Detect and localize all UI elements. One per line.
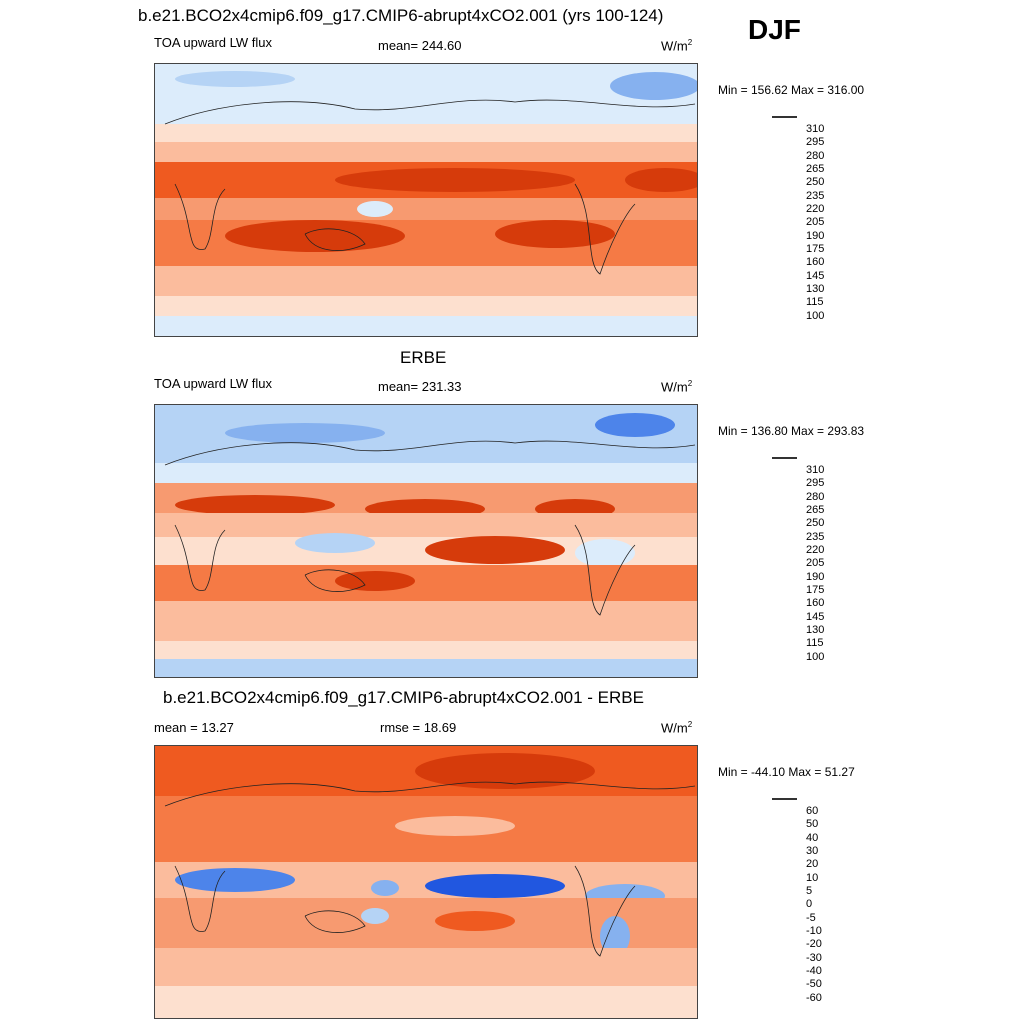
colorbar-tick-label: 160 [806,256,825,268]
panel2-variable-label: TOA upward LW flux [154,376,273,391]
colorbar-tick-label: 10 [806,872,819,884]
panel2-colorbar [772,457,797,459]
panel1-map [154,63,698,337]
colorbar-tick-label: 40 [806,832,819,844]
panel1-map-field [155,64,697,336]
panel3-rmse-label: rmse = 18.69 [380,720,457,735]
colorbar-tick-label: 190 [806,230,825,242]
panel2-map [154,404,698,678]
colorbar-tick-label: 250 [806,517,825,529]
colorbar-tick-label: 175 [806,584,825,596]
panel3-mean-label: mean = 13.27 [154,720,234,735]
colorbar-tick-label: 130 [806,624,825,636]
colorbar-tick-label: 5 [806,885,813,897]
colorbar-tick-label: 130 [806,283,825,295]
colorbar-tick-label: 205 [806,557,825,569]
colorbar-tick-label: 295 [806,477,825,489]
panel2-mean-label: mean= 231.33 [378,379,462,394]
panel1-variable-label: TOA upward LW flux [154,35,273,50]
colorbar-tick-label: -50 [806,978,822,990]
colorbar-tick-label: 0 [806,898,813,910]
colorbar-tick-label: 280 [806,150,825,162]
colorbar-tick-label: 205 [806,216,825,228]
colorbar-tick-label: -40 [806,965,822,977]
colorbar-tick-label: 190 [806,571,825,583]
panel3-minmax: Min = -44.10 Max = 51.27 [718,765,855,779]
panel1-minmax: Min = 156.62 Max = 316.00 [718,83,865,97]
colorbar-tick-label: 100 [806,651,825,663]
colorbar-tick-label: 250 [806,176,825,188]
colorbar-tick-label: -10 [806,925,822,937]
season-label: DJF [748,14,801,45]
colorbar-tick-label: 30 [806,845,819,857]
colorbar-tick-label: -5 [806,912,816,924]
colorbar-tick-label: -20 [806,938,822,950]
colorbar-tick-label: 20 [806,858,819,870]
colorbar-tick-label: 100 [806,310,825,322]
colorbar-tick-label: 50 [806,818,819,830]
colorbar-tick-label: 220 [806,203,825,215]
colorbar-tick-label: 145 [806,611,825,623]
panel1-colorbar [772,116,797,118]
colorbar-tick-label: 145 [806,270,825,282]
colorbar-tick-label: 295 [806,136,825,148]
colorbar-tick-label: 280 [806,491,825,503]
panel3-colorbar [772,798,797,800]
colorbar-tick-label: -60 [806,992,822,1004]
colorbar-tick-label: 310 [806,464,825,476]
panel3-units: W/m2 [661,720,693,736]
panel1-units: W/m2 [661,38,693,54]
colorbar-tick-label: 175 [806,243,825,255]
colorbar-tick-label: 60 [806,805,819,817]
colorbar-tick-label: 115 [806,637,824,649]
colorbar-tick-label: 235 [806,190,825,202]
colorbar-tick-label: 160 [806,597,825,609]
colorbar-tick-label: -30 [806,952,822,964]
figure-title: b.e21.BCO2x4cmip6.f09_g17.CMIP6-abrupt4x… [138,6,664,25]
colorbar-tick-label: 265 [806,163,825,175]
panel1-mean-label: mean= 244.60 [378,38,462,53]
colorbar-tick-label: 220 [806,544,825,556]
panel3-map-field [155,746,697,1018]
panel2-units: W/m2 [661,379,693,395]
panel2-title: ERBE [400,348,447,367]
colorbar-tick-label: 310 [806,123,825,135]
panel2-map-field [155,405,697,677]
panel2-minmax: Min = 136.80 Max = 293.83 [718,424,865,438]
panel3-title: b.e21.BCO2x4cmip6.f09_g17.CMIP6-abrupt4x… [163,688,644,707]
colorbar-tick-label: 265 [806,504,825,516]
panel3-map [154,745,698,1019]
colorbar-tick-label: 235 [806,531,825,543]
colorbar-tick-label: 115 [806,296,824,308]
